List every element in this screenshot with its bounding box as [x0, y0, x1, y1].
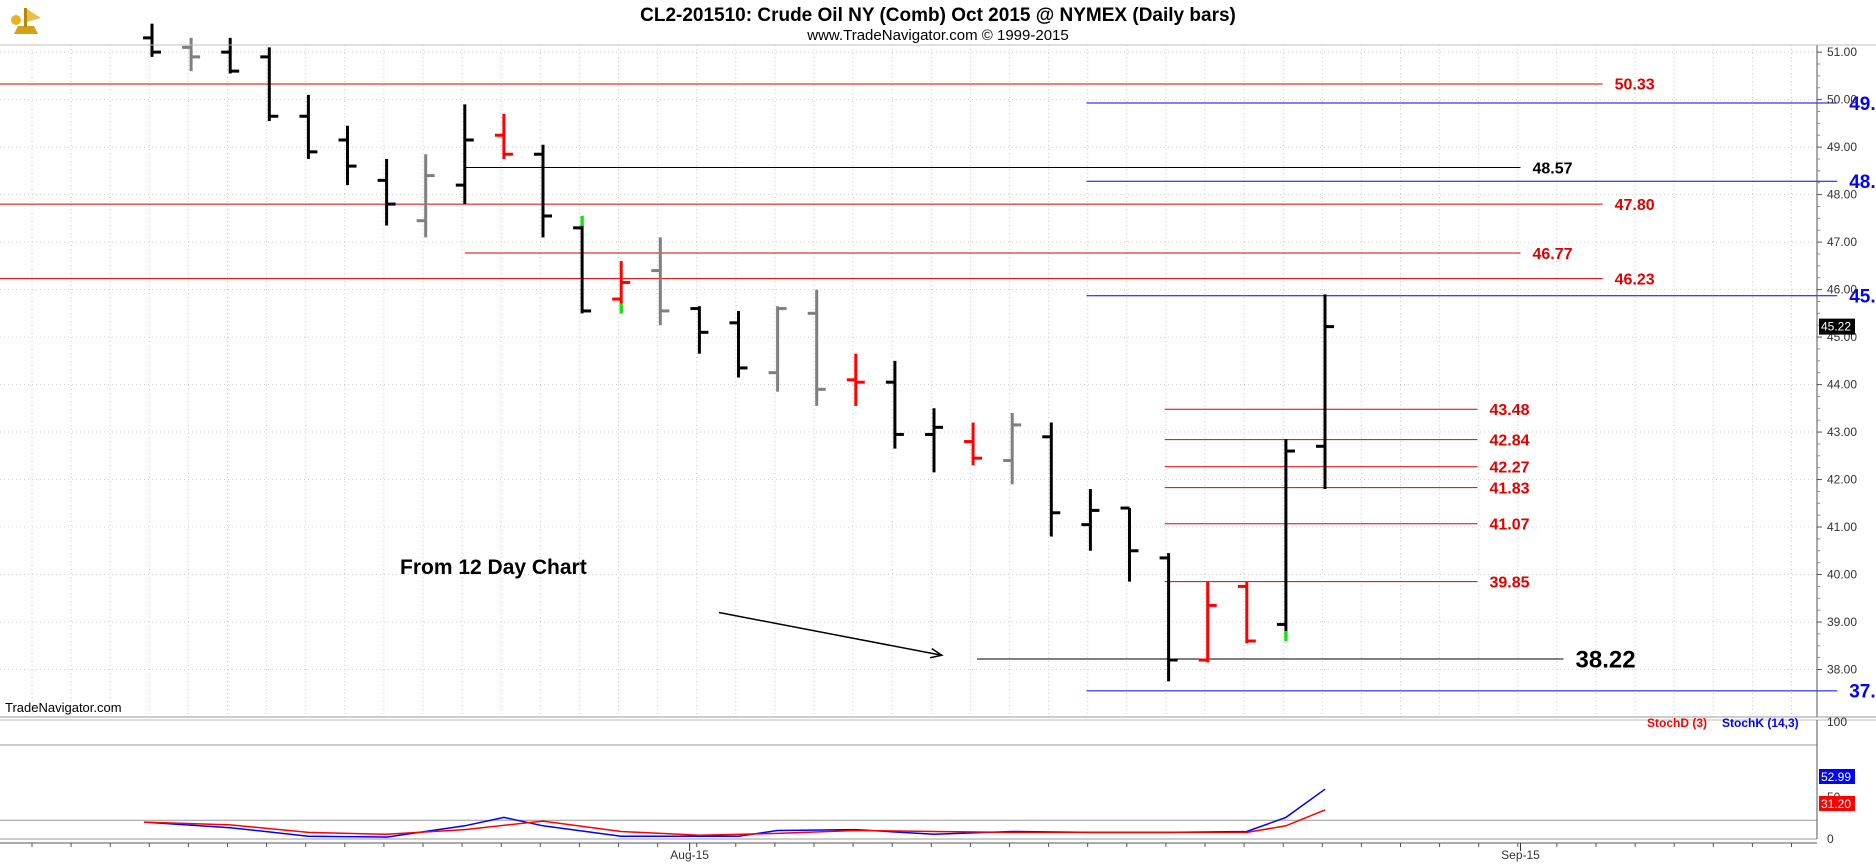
ohlc-bar — [1198, 581, 1217, 663]
chart-title: CL2-201510: Crude Oil NY (Comb) Oct 2015… — [640, 5, 1236, 26]
price-axis-label: 39.00 — [1827, 615, 1857, 629]
legend-stochd: StochD (3) — [1647, 716, 1707, 730]
ohlc-bar — [1120, 506, 1139, 582]
stochk-value-label: 52.99 — [1821, 770, 1851, 784]
level-label: 48.28 — [1849, 172, 1876, 193]
level-label: 50.33 — [1615, 77, 1655, 94]
annotation-arrowhead — [929, 647, 944, 659]
header-band — [0, 0, 1876, 45]
level-label: 42.84 — [1489, 432, 1529, 449]
price-axis-label: 44.00 — [1827, 378, 1857, 392]
time-axis: Aug-15 Sep-15 — [0, 842, 1817, 862]
time-axis-label: Aug-15 — [670, 848, 709, 862]
ohlc-bar — [807, 289, 826, 406]
price-axis-label: 40.00 — [1827, 568, 1857, 582]
price-gridlines — [0, 45, 1817, 717]
price-axis-label: 50.00 — [1827, 93, 1857, 107]
level-label: 49.93 — [1849, 94, 1876, 115]
ohlc-bar — [1081, 489, 1100, 551]
level-label: 46.23 — [1615, 271, 1655, 288]
annotation-text: From 12 Day Chart — [400, 556, 587, 579]
level-label: 39.85 — [1489, 574, 1529, 591]
ohlc-bar — [455, 104, 474, 205]
chart-subtitle: www.TradeNavigator.com © 1999-2015 — [806, 27, 1068, 44]
ohlc-bar — [964, 422, 983, 466]
price-panel: 50.33 49.93 48.57 48.28 47.80 46.77 46.23 45.87… — [0, 23, 1876, 721]
level-label: 43.48 — [1489, 402, 1529, 419]
stochastic-gridlines — [0, 744, 1817, 840]
time-axis-label: Sep-15 — [1501, 848, 1540, 862]
level-label: 45.87 — [1849, 287, 1876, 308]
stochd-value-box — [1819, 796, 1855, 811]
ohlc-bar — [494, 113, 513, 159]
stoch-axis-label: 100 — [1827, 715, 1847, 729]
ohlc-bar — [416, 154, 435, 238]
annotation-arrow — [718, 611, 942, 656]
stochastic-legend: StochD (3) StochK (14,3) — [1647, 716, 1799, 730]
ohlc-bar — [612, 261, 631, 314]
stochastic-lines — [144, 788, 1326, 838]
ohlc-bar — [1042, 422, 1061, 537]
stochk-line — [144, 788, 1326, 838]
ohlc-bar — [1316, 294, 1334, 490]
annotation-group: From 12 Day Chart — [400, 556, 944, 659]
level-label: 48.57 — [1533, 160, 1573, 177]
ohlc-bar — [768, 306, 787, 392]
ohlc-bar — [846, 353, 865, 406]
ohlc-bar — [377, 158, 396, 226]
price-axis: 38.0039.0040.0041.0042.0043.0044.0045.00… — [1816, 45, 1857, 717]
level-label: 47.80 — [1615, 197, 1655, 214]
price-axis-label: 49.00 — [1827, 140, 1857, 154]
price-axis-label: 48.00 — [1827, 188, 1857, 202]
stoch-axis-label: 0 — [1827, 832, 1834, 846]
ohlc-bar — [573, 215, 592, 314]
level-label: 41.07 — [1489, 516, 1529, 533]
price-axis-label: 41.00 — [1827, 520, 1857, 534]
last-price-label: 45.22 — [1821, 320, 1851, 334]
ohlc-bar — [221, 37, 240, 74]
level-label: 37.55 — [1849, 682, 1876, 703]
ohlc-bar — [1276, 439, 1295, 642]
ohlc-bar — [651, 237, 670, 326]
ohlc-bar — [1237, 581, 1256, 644]
level-label: 46.77 — [1533, 246, 1573, 263]
watermark-text: TradeNavigator.com — [5, 700, 122, 715]
ohlc-bar — [338, 125, 357, 186]
stochd-value-label: 31.20 — [1821, 797, 1851, 811]
last-price-box — [1819, 318, 1855, 335]
ohlc-bar — [885, 360, 904, 449]
price-axis-label: 43.00 — [1827, 425, 1857, 439]
ohlc-bar — [925, 408, 943, 473]
stochk-value-box — [1819, 769, 1855, 784]
ohlc-bar — [182, 37, 201, 72]
ohlc-bar — [690, 306, 709, 354]
ohlc-bar — [299, 94, 318, 159]
ohlc-bar — [1159, 553, 1178, 682]
price-axis-label: 47.00 — [1827, 235, 1857, 249]
tradenavigator-logo-icon[interactable] — [11, 8, 41, 34]
level-label: 42.27 — [1489, 459, 1529, 476]
ohlc-bar — [143, 23, 161, 57]
price-levels: 50.33 49.93 48.57 48.28 47.80 46.77 46.23 45.87… — [0, 77, 1876, 703]
ohlc-bar — [260, 47, 279, 121]
ohlc-bar — [729, 310, 748, 378]
legend-stochk: StochK (14,3) — [1722, 716, 1799, 730]
price-axis-label: 46.00 — [1827, 283, 1857, 297]
level-label: 38.22 — [1576, 647, 1636, 674]
level-label: 41.83 — [1489, 480, 1529, 497]
ohlc-bar — [1003, 413, 1022, 485]
ohlc-bar — [534, 144, 552, 238]
stochd-line — [144, 809, 1326, 836]
price-axis-label: 51.00 — [1827, 45, 1857, 59]
price-axis-label: 42.00 — [1827, 473, 1857, 487]
price-axis-label: 38.00 — [1827, 663, 1857, 677]
price-bars — [143, 23, 1334, 682]
